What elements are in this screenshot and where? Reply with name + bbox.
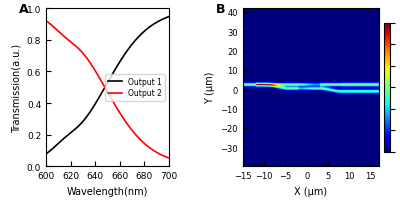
Text: A: A	[19, 3, 29, 16]
Output 1	[128, 46, 133, 48]
Output 1	[166, 16, 171, 19]
Legend: Output 1, Output 2: Output 1, Output 2	[105, 75, 165, 101]
X-axis label: Wavelength(nm): Wavelength(nm)	[67, 186, 148, 196]
Output 2	[98, 78, 102, 81]
Output 2	[142, 142, 146, 144]
Line: Output 1: Output 1	[46, 18, 169, 154]
Output 2	[93, 71, 98, 73]
Output 1	[98, 95, 102, 98]
Y-axis label: Transmission(a.u.): Transmission(a.u.)	[11, 43, 21, 132]
Output 2	[128, 127, 133, 130]
Output 1	[56, 142, 61, 145]
Output 2	[166, 157, 171, 159]
Output 1	[139, 33, 144, 36]
Output 2	[139, 140, 144, 142]
Line: Output 2: Output 2	[46, 22, 169, 158]
Output 2	[56, 31, 61, 34]
Text: B: B	[216, 3, 225, 16]
Output 1	[44, 153, 48, 155]
Output 2	[44, 20, 48, 23]
Output 1	[93, 103, 98, 105]
Output 1	[142, 31, 146, 34]
X-axis label: X (μm): X (μm)	[294, 186, 328, 196]
Y-axis label: Y (μm): Y (μm)	[205, 72, 215, 104]
